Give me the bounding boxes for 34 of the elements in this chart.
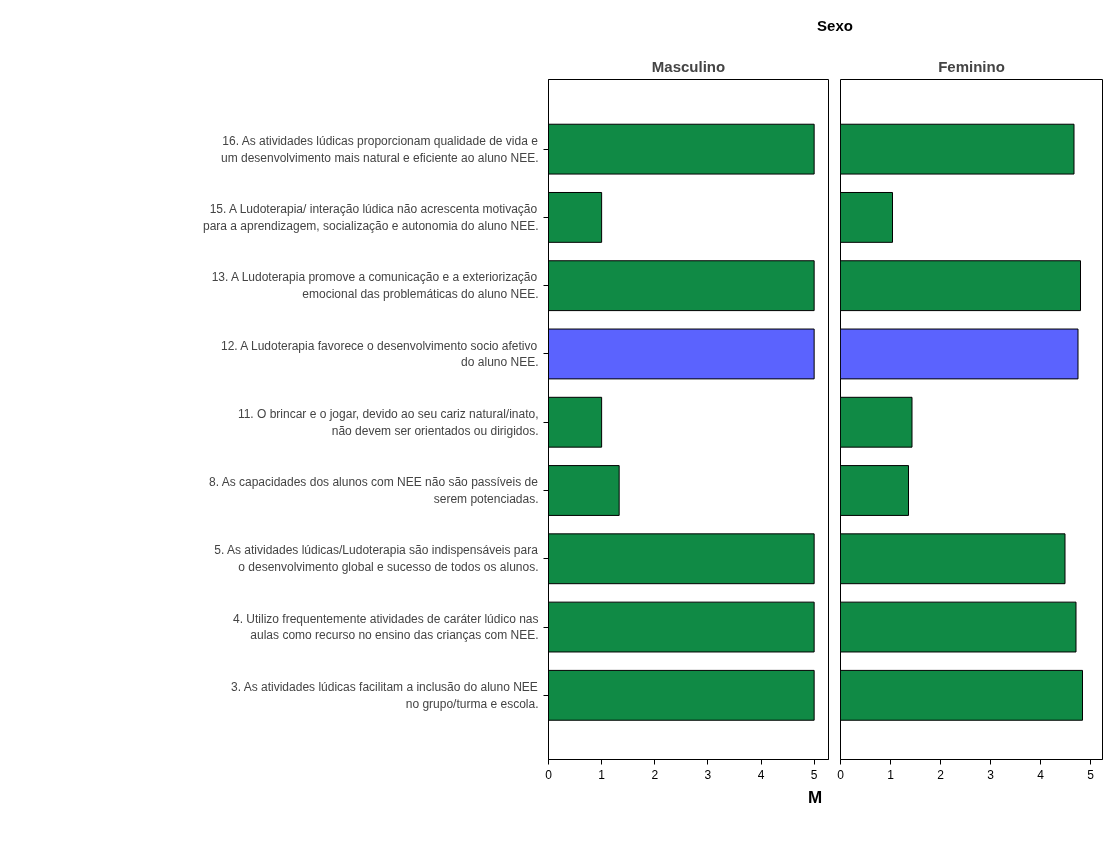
x-tick-label: 2 <box>937 767 945 782</box>
chart-title: Feminino <box>938 57 1005 75</box>
x-tick-label: 4 <box>1037 767 1045 782</box>
text: Sexo <box>817 16 853 36</box>
x-tick-label: 0 <box>545 767 553 782</box>
x-axis-title: M <box>808 787 823 809</box>
bar <box>840 533 1066 585</box>
x-tick-label: 5 <box>810 767 818 782</box>
x-tick-label: 3 <box>987 767 995 782</box>
y-tick-label: 5. As atividades lúdicas/Ludoterapia são indispensáveis para o desenvolvimento global e sucesso de todos os alunos. <box>214 543 539 575</box>
chart-title: Masculino <box>651 57 726 75</box>
y-tick-label: 4. Utilizo frequentemente atividades de caráter lúdico nas aulas como recurso no ensino das crianças com NEE. <box>232 611 539 643</box>
bar <box>840 601 1077 653</box>
bar <box>840 328 1079 380</box>
x-tick-label: 3 <box>704 767 712 782</box>
bar <box>840 396 913 448</box>
bar <box>840 123 1075 175</box>
y-tick-label: 12. A Ludoterapia favorece o desenvolvimento socio afetivo do aluno NEE. <box>220 338 539 370</box>
x-tick-label: 4 <box>757 767 765 782</box>
x-tick-label: 2 <box>651 767 659 782</box>
bar <box>840 465 909 516</box>
y-tick-label: 16. As atividades lúdicas proporcionam qualidade de vida e um desenvolvimento mais natural e eficiente ao aluno NEE. <box>220 133 539 165</box>
x-tick-label: 0 <box>837 767 845 782</box>
bar <box>840 191 893 243</box>
x-tick-label: 1 <box>887 767 895 782</box>
y-tick-label: 8. As capacidades dos alunos com NEE não são passíveis de serem potenciadas. <box>208 475 539 506</box>
y-tick-label: 3. As atividades lúdicas facilitam a inclusão do aluno NEE no grupo/turma e escola. <box>231 679 539 711</box>
bar <box>840 260 1081 312</box>
x-tick-label: 5 <box>1087 767 1095 782</box>
bar <box>840 669 1083 721</box>
y-tick-label: 11. O brincar e o jogar, devido ao seu cariz natural/inato, não devem ser orientados ou dirigidos. <box>237 406 539 438</box>
x-tick-label: 1 <box>598 767 606 782</box>
y-tick-label: 15. A Ludoterapia/ interação lúdica não acrescenta motivação para a aprendizagem, socialização e autonomia do aluno NEE. <box>202 202 539 233</box>
y-tick-label: 13. A Ludoterapia promove a comunicação e a exteriorização emocional das problemáticas do aluno NEE. <box>211 270 539 302</box>
